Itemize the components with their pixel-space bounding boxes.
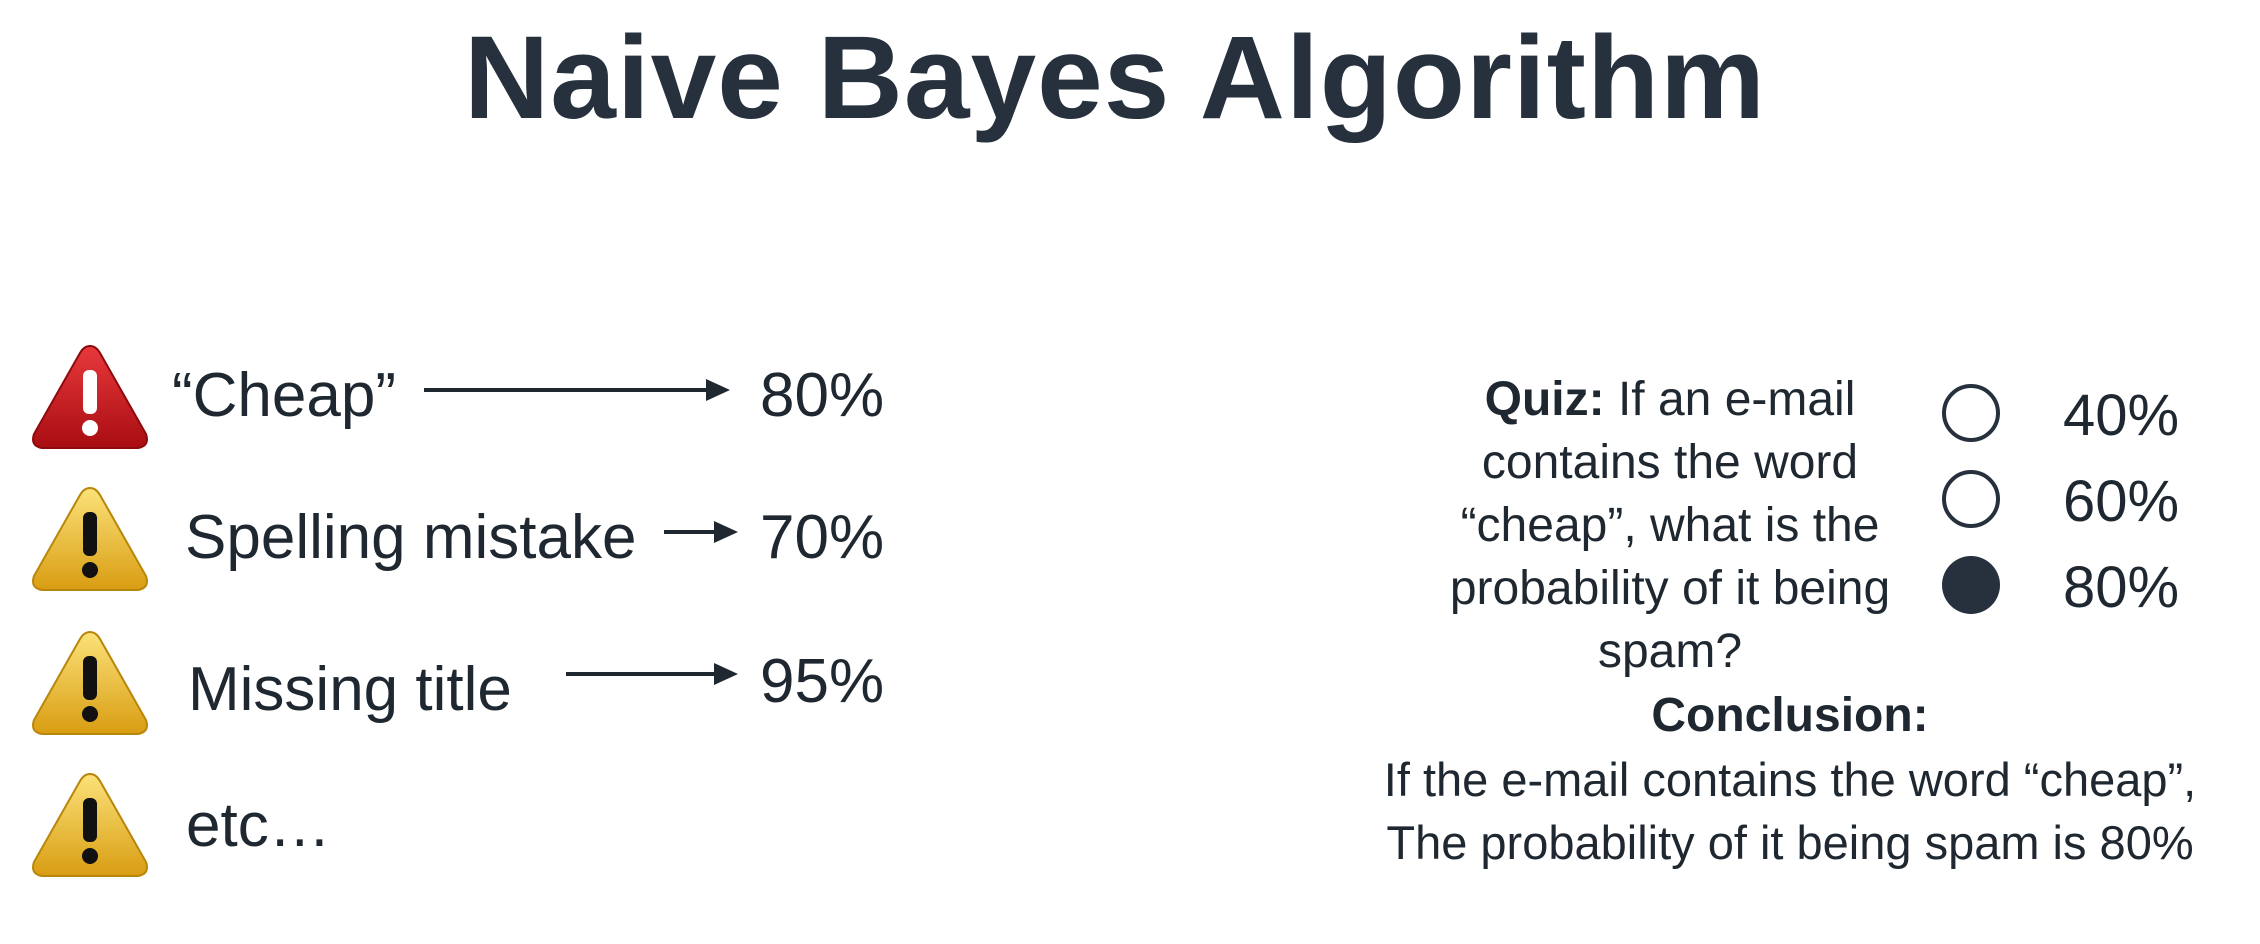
conclusion-title: Conclusion: [1651,689,1929,742]
yellow-warning-triangle-icon [32,772,148,877]
arrow-right-icon [424,379,730,401]
signal-label: Missing title [188,655,512,724]
signal-row-cheap: “Cheap” 80% [30,342,930,452]
quiz-option-label: 60% [2063,469,2180,534]
signal-label: etc… [186,791,331,860]
conclusion-line-1: If the e-mail contains the word “cheap”, [1383,753,2197,806]
arrow-right-icon [664,521,738,543]
signal-value: 95% [760,647,885,716]
page-title: Naive Bayes Algorithm [464,12,1766,144]
quiz-option-label: 40% [2063,383,2180,448]
quiz-question-text: If an e-mail contains the word “cheap”, … [1449,373,1891,678]
arrow-right-icon [566,663,738,685]
signal-label: Spelling mistake [185,503,637,572]
yellow-warning-triangle-icon [32,630,148,735]
radio-checked-icon[interactable] [1940,554,2002,616]
quiz-question: Quiz: If an e-mail contains the word “ch… [1410,368,1930,683]
quiz-option-60[interactable]: 60% [1940,464,2220,534]
quiz-prefix: Quiz: [1484,373,1605,426]
red-warning-triangle-icon [32,344,148,449]
quiz-option-80[interactable]: 80% [1940,550,2220,620]
signal-label: “Cheap” [172,361,396,430]
quiz-option-40[interactable]: 40% [1940,378,2220,448]
radio-unchecked-icon[interactable] [1940,468,2002,530]
radio-unchecked-icon[interactable] [1940,382,2002,444]
conclusion-line-2: The probability of it being spam is 80% [1386,816,2194,869]
signal-value: 80% [760,361,885,430]
quiz-option-label: 80% [2063,555,2180,620]
signal-value: 70% [760,503,885,572]
yellow-warning-triangle-icon [32,486,148,591]
signal-row-spelling: Spelling mistake 70% [30,484,930,594]
signal-row-missing-title: Missing title 95% [30,628,930,738]
signal-row-etc: etc… [30,770,930,880]
